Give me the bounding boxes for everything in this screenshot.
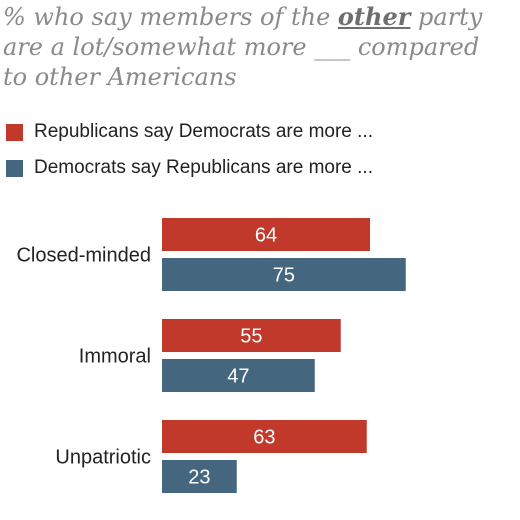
legend: Republicans say Democrats are more ... D… [6, 114, 373, 186]
bar-chart: Closed-minded 64 75 Immoral 55 47 Unpatriotic 6… [16, 218, 406, 493]
bar-closed-minded-republicans [162, 218, 370, 251]
value-label-closed-minded-democrats: 75 [273, 265, 295, 287]
bar-immoral-democrats [162, 359, 315, 392]
legend-swatch-republicans [6, 123, 23, 141]
legend-label-democrats: Democrats say Republicans are more ... [34, 157, 373, 178]
bar-group-immoral: Immoral 55 47 [79, 319, 341, 392]
title-text-after: party are a lot/somewhat more ___ compar… [3, 3, 483, 91]
bar-unpatriotic-democrats [162, 460, 237, 493]
bar-group-unpatriotic: Unpatriotic 63 23 [55, 420, 367, 493]
category-label-immoral: Immoral [79, 346, 151, 368]
value-label-immoral-republicans: 55 [240, 326, 262, 348]
legend-label-republicans: Republicans say Democrats are more ... [34, 121, 373, 142]
chart-title: % who say members of the other party are… [3, 2, 515, 92]
category-label-unpatriotic: Unpatriotic [55, 447, 151, 469]
value-label-unpatriotic-republicans: 63 [253, 427, 275, 449]
bar-unpatriotic-republicans [162, 420, 367, 453]
category-label-closed-minded: Closed-minded [16, 245, 151, 267]
title-emphasis: other [337, 2, 411, 31]
bar-group-closed-minded: Closed-minded 64 75 [16, 218, 406, 291]
legend-swatch-democrats [6, 159, 23, 177]
legend-item-republicans: Republicans say Democrats are more ... [6, 114, 373, 150]
value-label-unpatriotic-democrats: 23 [188, 467, 210, 489]
bar-immoral-republicans [162, 319, 341, 352]
title-text-before: % who say members of the [3, 3, 338, 31]
legend-item-democrats: Democrats say Republicans are more ... [6, 150, 373, 186]
value-label-closed-minded-republicans: 64 [255, 225, 277, 247]
bar-closed-minded-democrats [162, 258, 406, 291]
value-label-immoral-democrats: 47 [227, 366, 249, 388]
